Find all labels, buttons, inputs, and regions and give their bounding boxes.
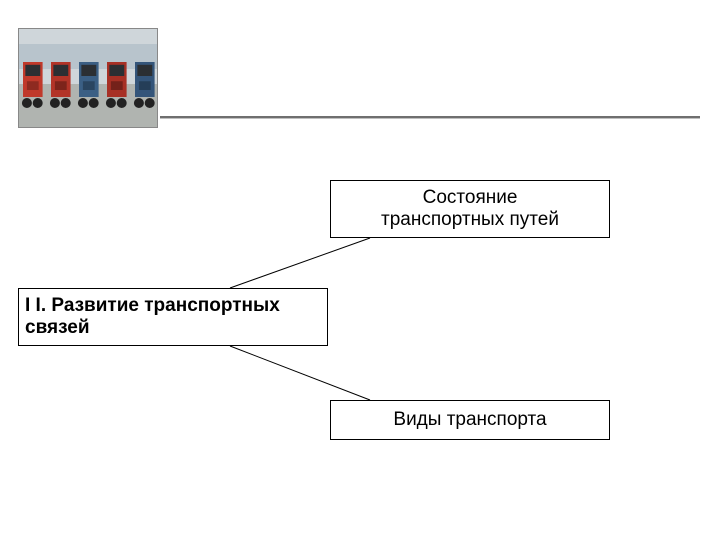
connector-lines xyxy=(0,0,720,540)
root-node: I I. Развитие транспортных связей xyxy=(18,288,328,346)
child-node-bottom: Виды транспорта xyxy=(330,400,610,440)
child-node-top-label: Состояние транспортных путей xyxy=(341,187,599,231)
root-node-label: I I. Развитие транспортных связей xyxy=(25,295,317,339)
slide-canvas: I I. Развитие транспортных связей Состоя… xyxy=(0,0,720,540)
child-node-top: Состояние транспортных путей xyxy=(330,180,610,238)
child-node-bottom-label: Виды транспорта xyxy=(341,409,599,431)
